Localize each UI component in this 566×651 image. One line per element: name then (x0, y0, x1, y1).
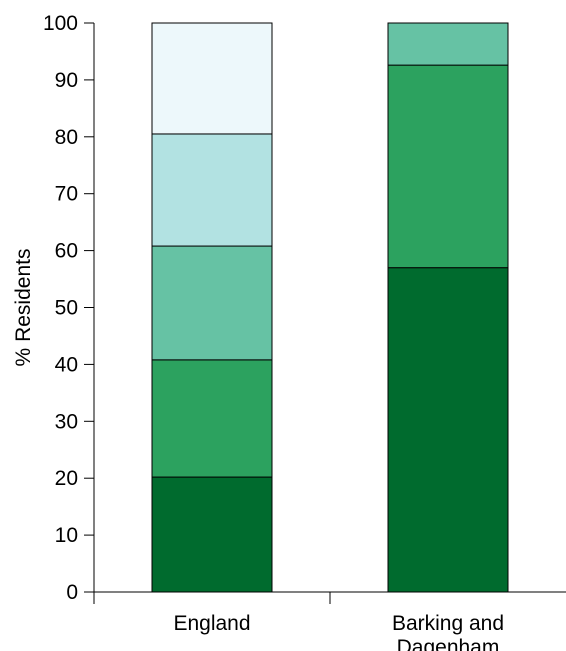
y-axis-title: % Residents (12, 249, 35, 367)
y-tick-label: 0 (66, 581, 78, 604)
y-tick-label: 10 (55, 524, 78, 547)
x-axis: England Barking and Dagenham (94, 591, 566, 651)
y-tick-label: 100 (43, 12, 78, 35)
y-tick-label: 70 (55, 183, 78, 206)
bar-segment (387, 64, 509, 269)
bar-segment (151, 133, 273, 247)
bar-segment (151, 22, 273, 135)
bar-segment (151, 245, 273, 361)
bar-segment (387, 267, 509, 593)
y-tick-label: 90 (55, 69, 78, 92)
y-tick-label: 50 (55, 297, 78, 320)
y-axis: 0 10 20 30 40 50 60 70 80 90 100 (43, 12, 95, 604)
bar-segment (151, 476, 273, 593)
bar-segment (151, 359, 273, 478)
x-tick-label: England (173, 612, 250, 635)
y-tick-label: 20 (55, 467, 78, 490)
x-tick-label: Barking and Dagenham (392, 612, 504, 651)
y-tick-label: 40 (55, 353, 78, 376)
bar-segment (387, 22, 509, 66)
y-tick-label: 80 (55, 126, 78, 149)
y-tick-label: 30 (55, 410, 78, 433)
bars (151, 22, 509, 593)
y-tick-label: 60 (55, 240, 78, 263)
